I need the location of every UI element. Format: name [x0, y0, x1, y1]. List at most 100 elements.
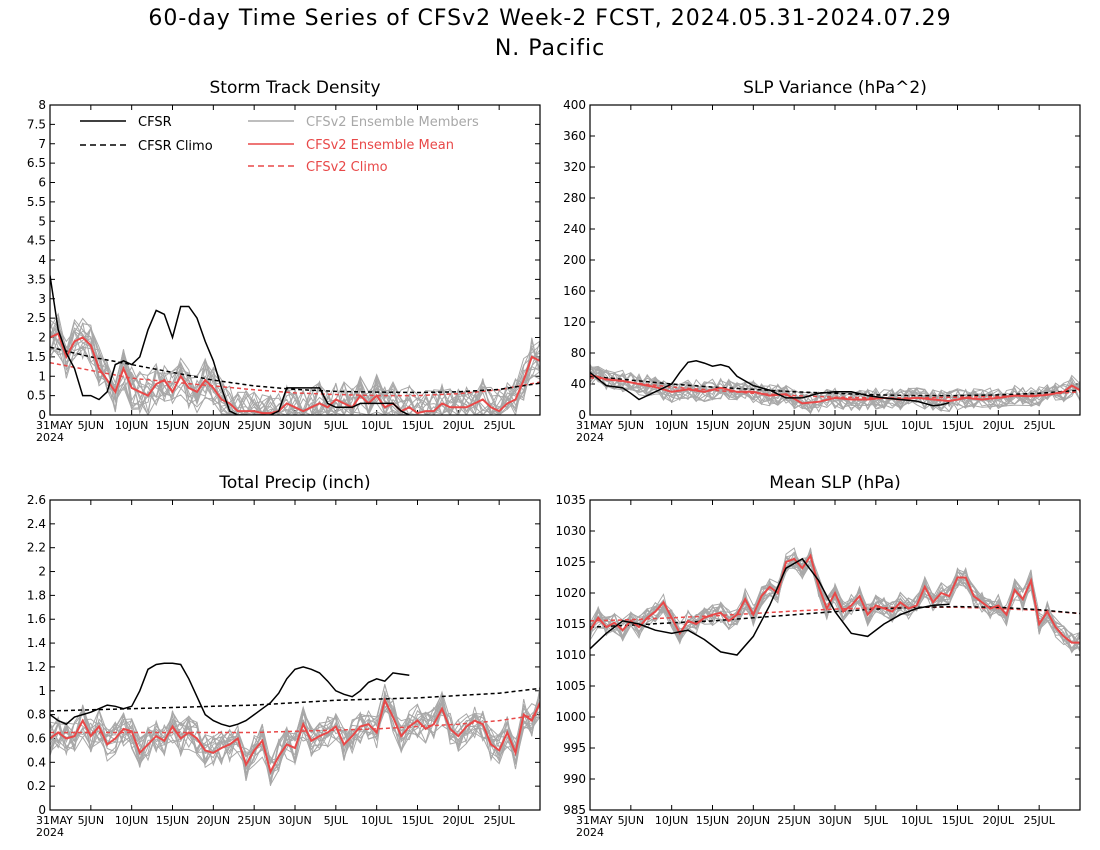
y-tick-label: 1030 [555, 524, 586, 538]
plot-frame [589, 499, 1081, 811]
legend-label: CFSv2 Ensemble Members [306, 115, 479, 130]
x-tick-label: 20JUN [737, 419, 771, 432]
ensemble-members [50, 312, 540, 415]
y-tick-label: 360 [563, 129, 586, 143]
plot-area [50, 275, 540, 415]
x-tick-label: 10JUN [655, 419, 689, 432]
y-tick-label: 3.5 [27, 272, 46, 286]
y-tick-label: 1.8 [27, 588, 46, 602]
y-tick-label: 80 [571, 346, 586, 360]
plot-area [590, 360, 1080, 415]
chart-title: SLP Variance (hPa^2) [743, 78, 927, 98]
ensemble-member-line [50, 330, 540, 415]
ensemble-member-line [590, 371, 1080, 410]
x-tick-label: 5JUN [618, 814, 645, 827]
x-tick-label: 15JUN [696, 814, 730, 827]
cfsr-line [50, 662, 410, 728]
x-year-label: 2024 [36, 431, 64, 444]
x-tick-label: 25JUN [237, 814, 271, 827]
y-tick-label: 0.4 [27, 755, 46, 769]
ensemble-mean-line [590, 373, 1080, 405]
x-tick-label: 25JUL [1023, 814, 1055, 827]
cfsr-line [590, 557, 950, 656]
ensemble-mean-line [590, 553, 1080, 644]
x-tick-label: 10JUL [361, 814, 393, 827]
y-tick-label: 6 [38, 176, 46, 190]
cfsr-climo-line [50, 687, 540, 712]
ensemble-mean-line [50, 332, 540, 415]
y-tick-label: 2.6 [27, 493, 46, 507]
x-tick-label: 5JUL [864, 419, 889, 432]
x-tick-label: 10JUN [115, 814, 149, 827]
ensemble-member-line [590, 551, 1080, 654]
x-tick-label: 25JUL [483, 814, 515, 827]
x-tick-label: 30JUN [278, 814, 312, 827]
cfsr-line [50, 275, 410, 415]
y-tick-label: 1.2 [27, 660, 46, 674]
y-tick-label: 2.2 [27, 541, 46, 555]
x-tick-label: 15JUN [156, 419, 190, 432]
ensemble-member-line [590, 556, 1080, 654]
x-tick-label: 5JUN [78, 814, 105, 827]
y-tick-label: 2 [38, 565, 46, 579]
legend-label: CFSR [138, 115, 172, 130]
chart-panel-3: Total Precip (inch) 0 0.2 0.4 0.6 0.8 1 1.2 1.4 1… [27, 473, 541, 839]
y-tick-label: 320 [563, 160, 586, 174]
x-tick-label: 25JUL [1023, 419, 1055, 432]
legend-label: CFSv2 Climo [306, 160, 388, 175]
x-tick-label: 25JUN [237, 419, 271, 432]
ensemble-member-line [590, 550, 1080, 651]
y-tick-label: 5.5 [27, 195, 46, 209]
y-tick-label: 1.5 [27, 350, 46, 364]
x-tick-label: 5JUL [324, 814, 349, 827]
x-tick-label: 31MAY [576, 814, 613, 827]
ensemble-members [590, 546, 1080, 654]
y-tick-label: 0.6 [27, 731, 46, 745]
y-tick-label: 6.5 [27, 156, 46, 170]
y-tick-label: 995 [563, 741, 586, 755]
ensemble-member-line [50, 696, 540, 776]
y-tick-label: 1.4 [27, 636, 46, 650]
x-tick-label: 25JUL [483, 419, 515, 432]
plot-area [50, 662, 540, 787]
chart-panel-1: Storm Track Density 0 0.5 1 1.5 2 2.5 3 3.5 4 4.5 5… [27, 78, 541, 444]
y-tick-label: 40 [571, 377, 586, 391]
legend-label: CFSR Climo [138, 139, 213, 154]
y-tick-label: 1000 [555, 710, 586, 724]
y-tick-label: 7 [38, 137, 46, 151]
x-tick-label: 25JUN [777, 419, 811, 432]
chart-panel-2: SLP Variance (hPa^2) 0 40 80 120 160 200 240 280… [563, 78, 1081, 444]
ensemble-member-line [590, 367, 1080, 412]
x-tick-label: 10JUL [901, 814, 933, 827]
x-tick-label: 15JUL [942, 814, 974, 827]
y-tick-label: 160 [563, 284, 586, 298]
x-tick-label: 31MAY [36, 814, 73, 827]
ensemble-member-line [50, 698, 540, 766]
y-tick-label: 2.4 [27, 517, 46, 531]
y-tick-label: 4.5 [27, 234, 46, 248]
cfsv2-climo-line [50, 713, 540, 734]
x-tick-label: 15JUL [402, 814, 434, 827]
y-tick-label: 1015 [555, 617, 586, 631]
y-tick-label: 1010 [555, 648, 586, 662]
y-tick-label: 985 [563, 803, 586, 817]
y-tick-label: 0.5 [27, 389, 46, 403]
y-tick-label: 1020 [555, 586, 586, 600]
y-tick-label: 0 [38, 408, 46, 422]
y-tick-label: 0.8 [27, 708, 46, 722]
y-tick-label: 5 [38, 214, 46, 228]
y-tick-label: 2.5 [27, 311, 46, 325]
y-tick-label: 400 [563, 98, 586, 112]
x-tick-label: 5JUL [864, 814, 889, 827]
y-tick-label: 240 [563, 222, 586, 236]
y-tick-label: 0 [578, 408, 586, 422]
x-tick-label: 20JUL [443, 419, 475, 432]
x-tick-label: 20JUN [737, 814, 771, 827]
y-tick-label: 0.2 [27, 779, 46, 793]
x-year-label: 2024 [576, 431, 604, 444]
x-tick-label: 31MAY [576, 419, 613, 432]
x-tick-label: 20JUN [197, 814, 231, 827]
y-tick-label: 1005 [555, 679, 586, 693]
chart-title: Total Precip (inch) [218, 473, 370, 493]
